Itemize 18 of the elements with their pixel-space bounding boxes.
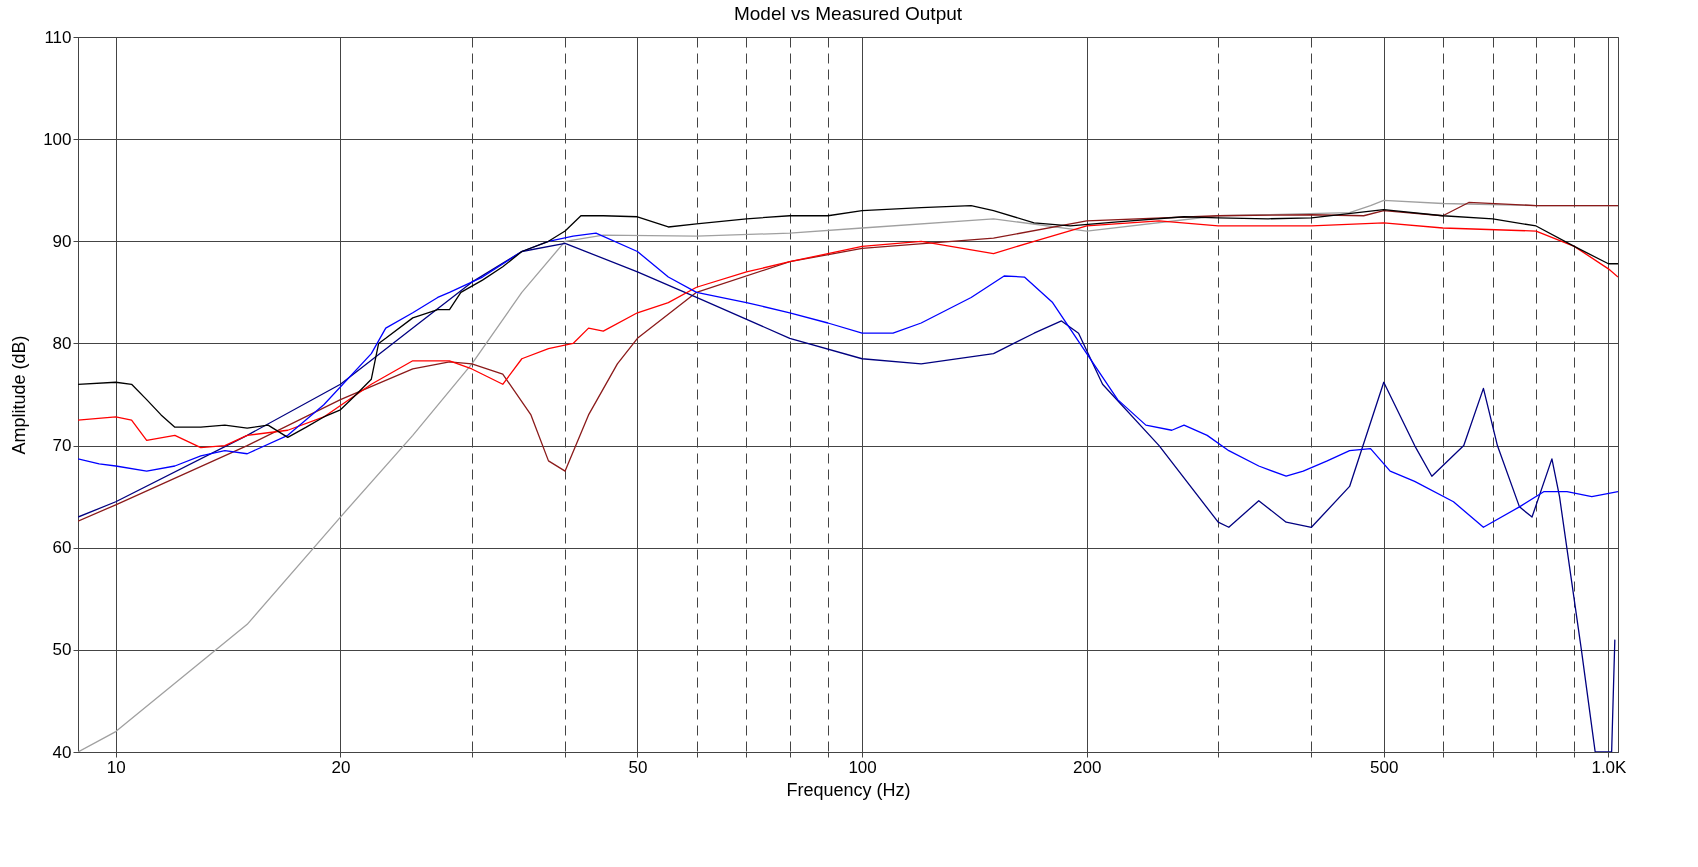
y-tick-label: 110: [44, 27, 72, 47]
y-tick-label: 80: [52, 333, 72, 353]
y-tick-label: 90: [52, 231, 72, 251]
y-tick-label: 50: [52, 640, 72, 660]
y-tick-label: 100: [43, 129, 72, 149]
x-tick-label: 500: [1370, 757, 1399, 777]
y-tick-label: 60: [52, 538, 72, 558]
x-tick-label: 1.0K: [1591, 757, 1628, 777]
x-tick-label: 10: [106, 757, 126, 777]
y-axis-title: Amplitude (dB): [9, 335, 30, 455]
y-tick-label: 70: [52, 436, 72, 456]
x-tick-label: 100: [848, 757, 877, 777]
chart-title: Model vs Measured Output: [733, 3, 963, 24]
y-tick-label: 40: [52, 742, 72, 762]
x-tick-label: 200: [1073, 757, 1102, 777]
x-axis-title: Frequency (Hz): [786, 779, 911, 800]
x-tick-label: 50: [628, 757, 648, 777]
x-tick-label: 20: [331, 757, 351, 777]
